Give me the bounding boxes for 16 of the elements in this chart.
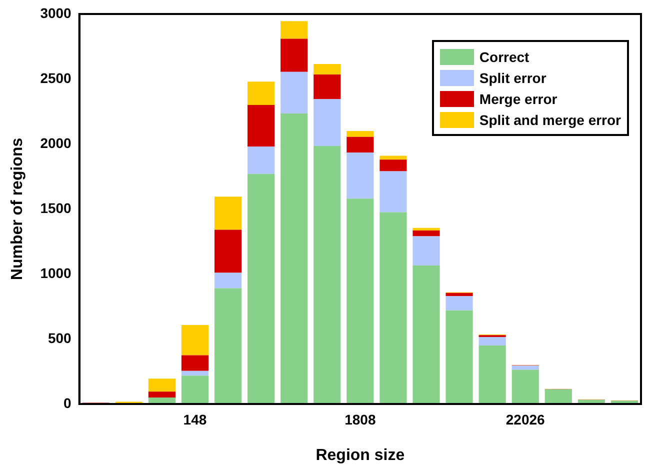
y-tick-label: 2500 xyxy=(40,70,72,86)
legend-label: Split and merge error xyxy=(479,112,621,128)
legend-label: Merge error xyxy=(479,90,558,106)
legend-label: Correct xyxy=(479,48,530,64)
x-tick-label: 1808 xyxy=(344,411,376,428)
y-tick-label: 0 xyxy=(64,394,72,411)
legend-label: Split error xyxy=(479,70,546,86)
y-tick-label: 1000 xyxy=(40,264,72,281)
y-tick-label: 2000 xyxy=(40,134,72,151)
x-tick-label: 148 xyxy=(183,411,207,428)
x-tick-label: 22026 xyxy=(506,411,546,428)
y-tick-label: 1500 xyxy=(40,200,72,216)
y-tick-label: 500 xyxy=(48,330,72,346)
x-axis-title: Region size xyxy=(316,446,405,464)
y-axis-title: Number of regions xyxy=(9,138,26,280)
y-tick-label: 3000 xyxy=(40,4,72,21)
